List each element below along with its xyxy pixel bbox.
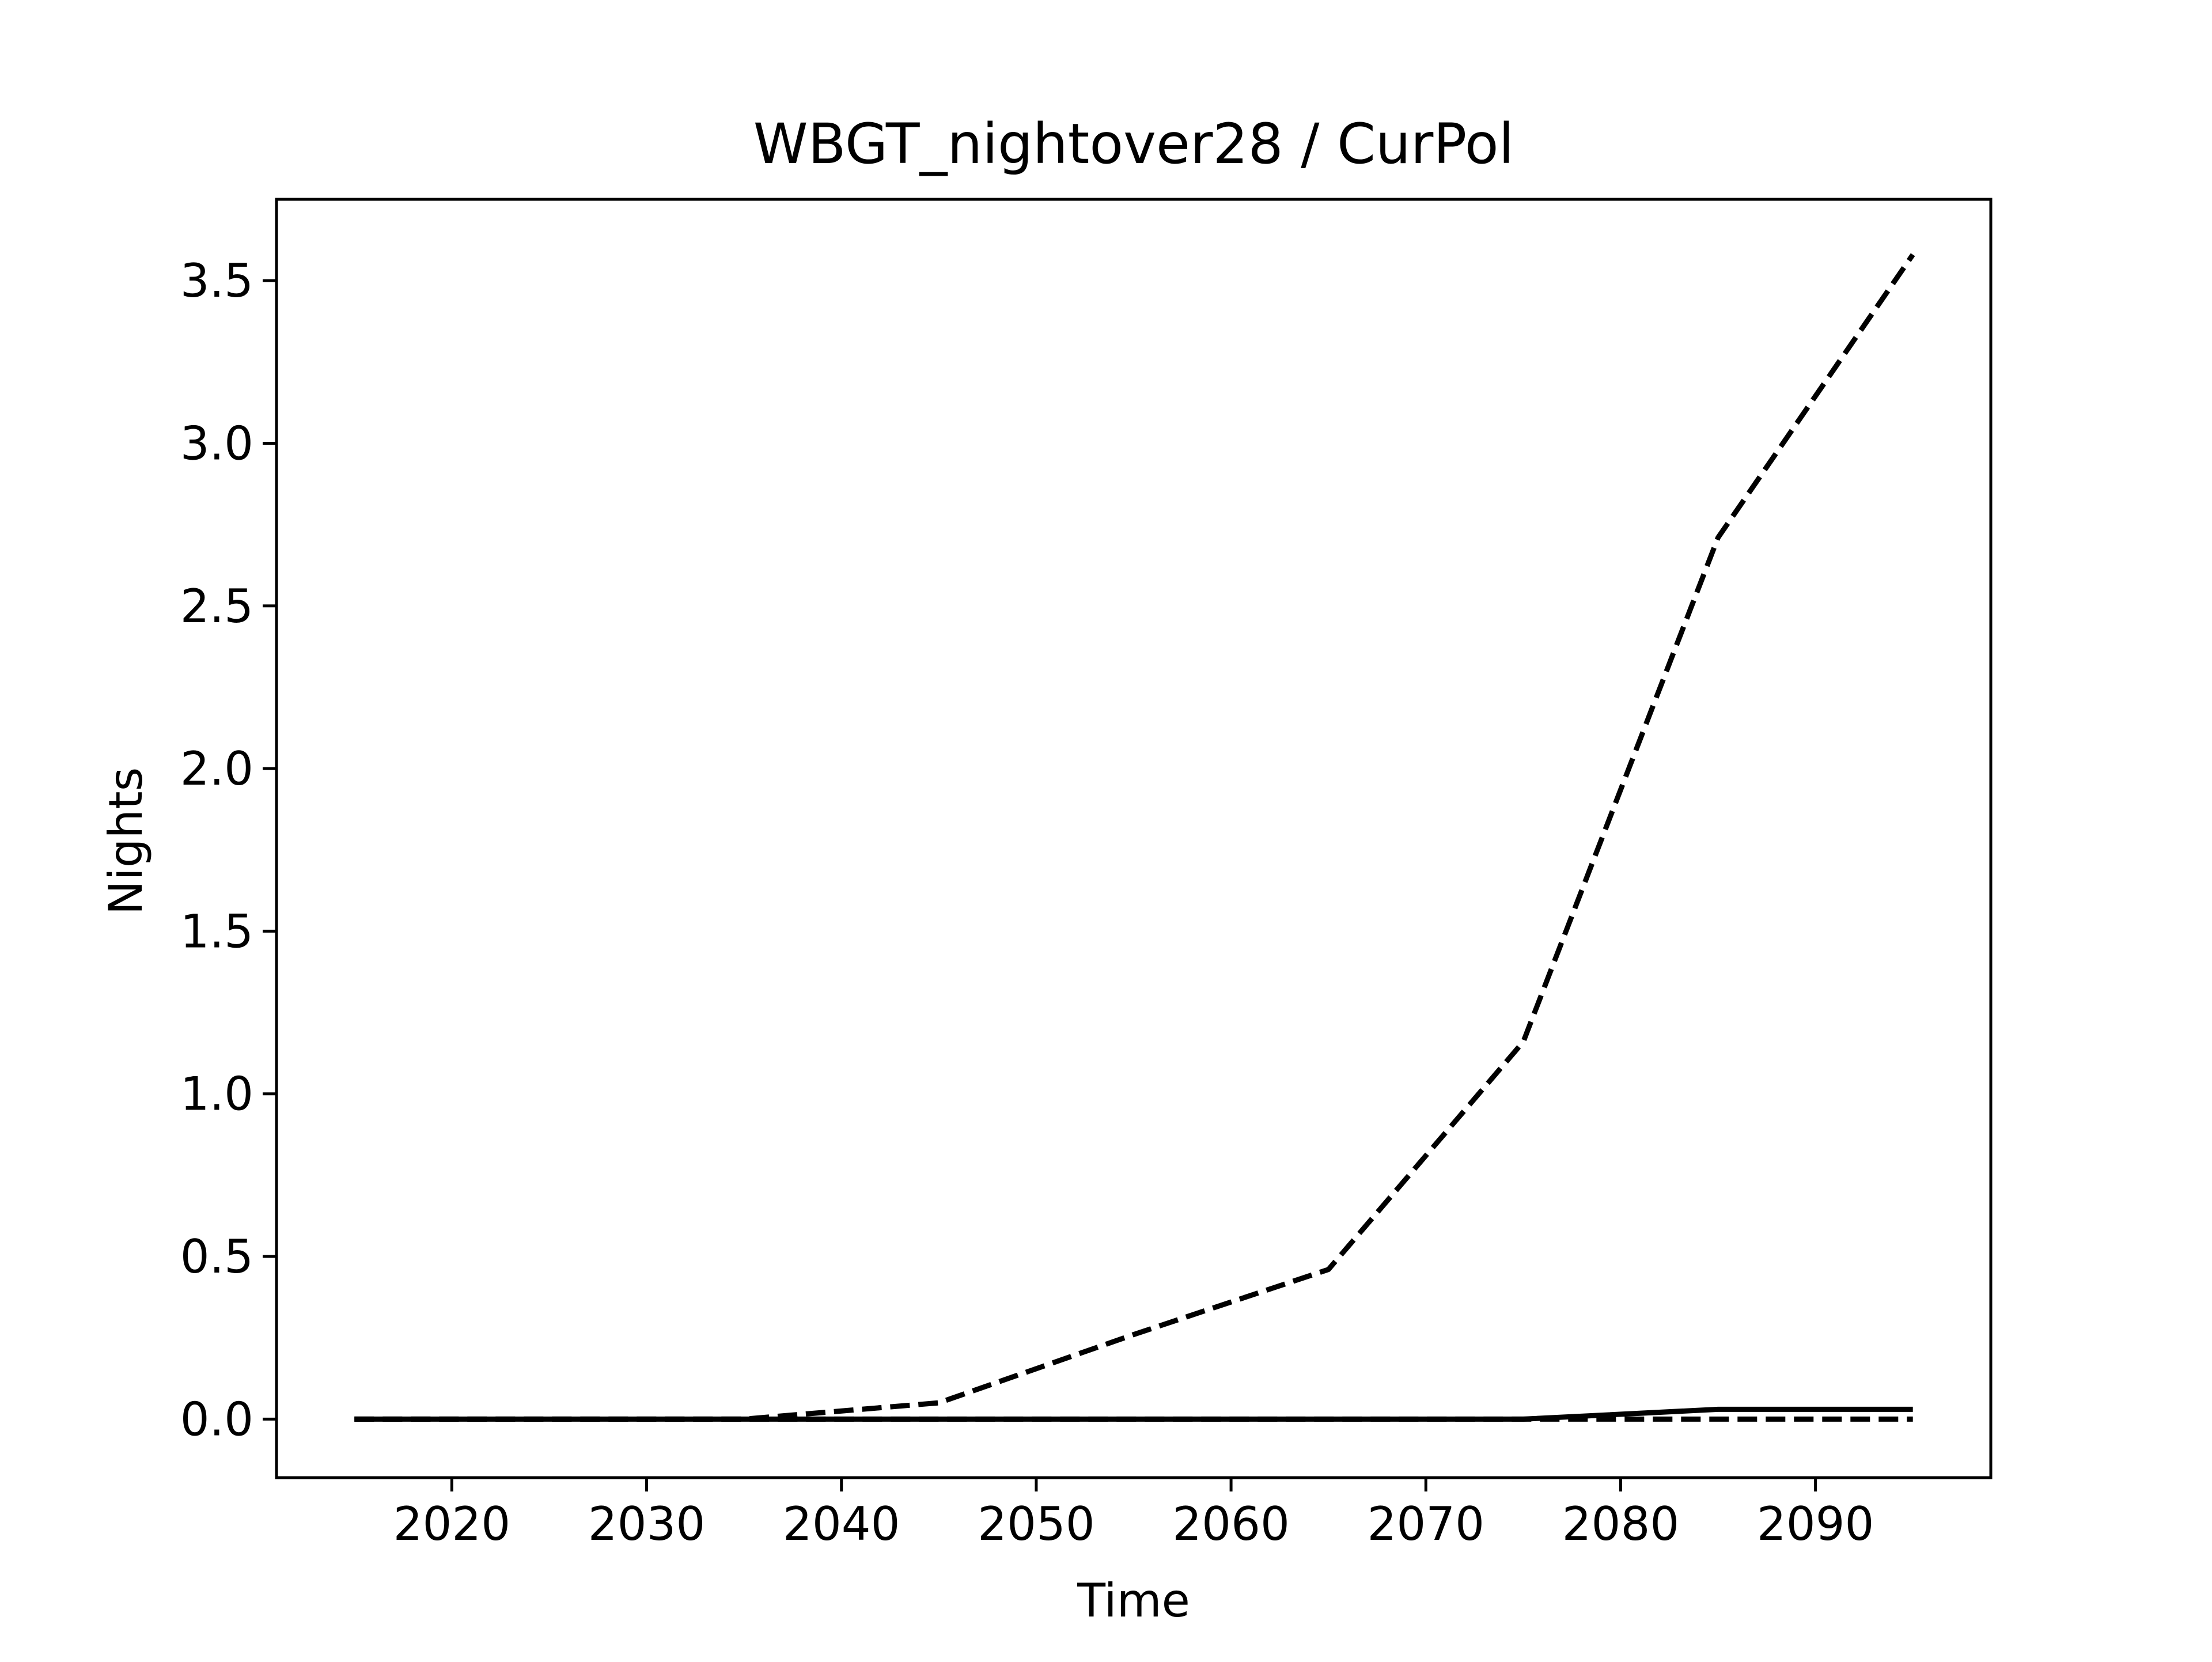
y-tick-label: 2.0 [180,742,253,796]
chart-title: WBGT_nightover28 / CurPol [753,112,1514,176]
plot-frame [275,198,1993,1479]
y-tick-label: 0.5 [180,1230,253,1284]
y-tick-label: 1.5 [180,904,253,958]
x-tick-label: 2080 [1562,1497,1680,1551]
x-tick-label: 2040 [783,1497,900,1551]
x-tick-label: 2020 [393,1497,511,1551]
y-tick-label: 0.0 [180,1392,253,1446]
x-tick-label: 2070 [1367,1497,1484,1551]
x-axis-label: Time [1077,1574,1190,1627]
series-layer [354,253,1915,1422]
y-tick-label: 3.0 [180,417,253,470]
x-tick-label: 2030 [588,1497,706,1551]
x-tick-label: 2050 [978,1497,1095,1551]
x-tick-label: 2090 [1757,1497,1874,1551]
y-tick-label: 2.5 [180,580,253,633]
y-tick-label: 1.0 [180,1067,253,1121]
x-tick-label: 2060 [1172,1497,1290,1551]
y-tick-label: 3.5 [180,254,253,308]
x-axis: 2020 2030 2040 2050 2060 2070 2080 2090 [393,1478,1874,1551]
y-axis: 0.0 0.5 1.0 1.5 2.0 2.5 3.0 3.5 [180,254,276,1446]
y-axis-label: Nights [99,767,153,915]
